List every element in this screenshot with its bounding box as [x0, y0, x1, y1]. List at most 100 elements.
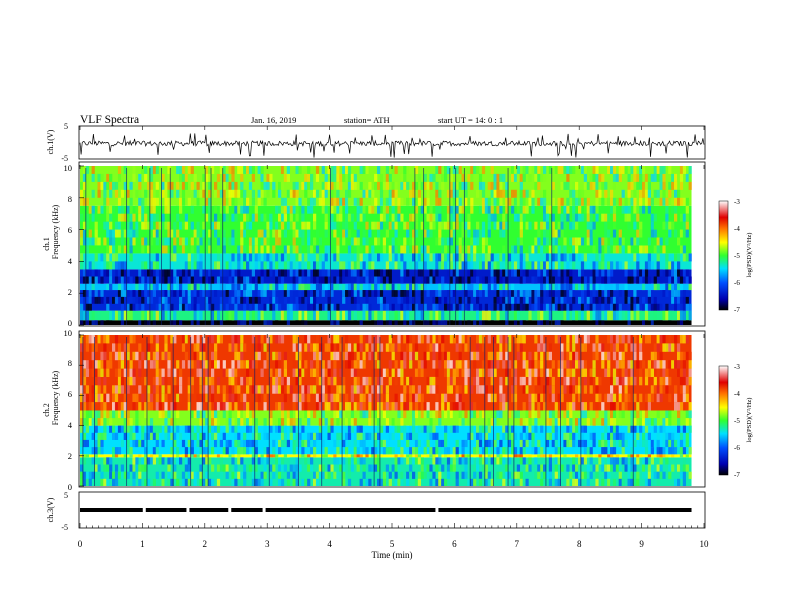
ch1-psd-cell [429, 229, 433, 238]
ch2-psd-cell [85, 368, 90, 377]
ch1-psd-cell [578, 253, 582, 262]
ch1-psd-cell [260, 261, 264, 270]
ch1-psd-cell [502, 189, 506, 198]
ch1-psd-cell [202, 173, 206, 182]
ch2-psd-cell [397, 439, 401, 448]
ch2-psd-cell [318, 402, 323, 411]
ch1-psd-cell [350, 283, 355, 291]
ch2-psd-cell [181, 439, 186, 448]
ch2-psd-cell [179, 447, 183, 455]
ch1-psd-cell [528, 261, 532, 270]
ch1-psd-cell [106, 221, 110, 230]
ch1-psd-cell [449, 166, 454, 174]
ch2-psd-cell [377, 425, 381, 433]
ch2-psd-cell [633, 457, 637, 465]
ch1-psd-cell [528, 166, 532, 174]
ch1-psd-cell [624, 213, 628, 222]
ch2-psd-cell [120, 454, 125, 458]
ch1-psd-cell [179, 276, 183, 284]
ch1-psd-cell [91, 320, 95, 325]
ch1-psd-cell [216, 237, 221, 246]
ch2-psd-cell [374, 410, 378, 419]
ch1-psd-cell [184, 310, 189, 321]
ch1-psd-cell [243, 213, 247, 222]
ch2-psd-cell [644, 393, 649, 403]
ch2-psd-cell [679, 368, 684, 377]
ch1-psd-cell [490, 205, 494, 214]
ch2-psd-cell [313, 439, 317, 448]
ch1-psd-cell [647, 205, 652, 214]
ch2-psd-cell [429, 471, 433, 479]
ch1-psd-cell [80, 310, 84, 321]
ch1-psd-cell [610, 197, 614, 206]
ch1-psd-cell [112, 229, 116, 238]
ch2-psd-cell [298, 393, 302, 403]
ch1-psd-cell [476, 290, 480, 297]
ch2-psd-cell [560, 368, 564, 377]
ch1-psd-cell [461, 181, 465, 190]
ch1-psd-cell [88, 261, 92, 270]
ch2-psd-cell [464, 454, 468, 458]
ch2-psd-cell [315, 402, 320, 411]
ch2-psd-cell [359, 478, 363, 486]
ch1-psd-cell [595, 310, 599, 321]
ch1-psd-cell [345, 229, 349, 238]
ch1-psd-cell [353, 221, 357, 230]
ch2-psd-cell [534, 425, 538, 433]
ch1-psd-cell [525, 290, 529, 297]
ch1-psd-cell [248, 205, 253, 214]
ch1-psd-cell [193, 310, 197, 321]
ch2-psd-cell [583, 335, 588, 344]
ch1-psd-cell [126, 189, 130, 198]
ch1-psd-cell [406, 181, 410, 190]
ch2-psd-cell [234, 478, 238, 486]
ch1-psd-cell [618, 290, 622, 297]
ch1-psd-cell [243, 303, 247, 311]
ch2-psd-cell [237, 351, 241, 361]
ch2-psd-cell [417, 464, 422, 472]
ch1-psd-cell [400, 197, 404, 206]
ch2-psd-cell [525, 478, 529, 486]
ch2-psd-cell [345, 335, 349, 344]
ch2-psd-cell [578, 457, 582, 465]
ch1-psd-cell [149, 253, 154, 262]
ch2-psd-cell [484, 478, 489, 486]
ch2-psd-cell [167, 478, 171, 486]
ch1-psd-cell [167, 237, 171, 246]
ch1-psd-cell [409, 320, 413, 325]
ch1-psd-cell [219, 189, 224, 198]
ch1-psd-cell [627, 213, 631, 222]
ch2-psd-cell [301, 447, 305, 455]
ch2-psd-cell [164, 432, 168, 440]
ch1-psd-cell [315, 245, 320, 254]
ch1-psd-cell [409, 296, 413, 304]
ch2-psd-cell [612, 464, 617, 472]
ch2-psd-cell [391, 418, 395, 426]
ch1-psd-cell [205, 229, 209, 238]
ch2-psd-cell [557, 393, 561, 403]
ch2-psd-cell [519, 447, 523, 455]
ch1-psd-cell [347, 213, 352, 222]
ch2-psd-cell [353, 439, 357, 448]
ch1-psd-cell [610, 310, 614, 321]
ch2-psd-cell [531, 368, 535, 377]
ch1-psd-cell [420, 269, 424, 277]
ch1-psd-cell [551, 197, 555, 206]
ch2-psd-cell [470, 376, 474, 386]
ch2-psd-cell [254, 343, 258, 352]
ch1-psd-cell [336, 310, 340, 321]
ch1-psd-cell [534, 276, 538, 284]
ch1-psd-cell [388, 221, 392, 230]
ch2-psd-cell [167, 425, 171, 433]
ch1-psd-cell [665, 213, 669, 222]
ch1-psd-cell [278, 213, 282, 222]
ch2-psd-cell [476, 376, 480, 386]
ch2-psd-cell [327, 360, 331, 369]
ch2-psd-cell [409, 457, 413, 465]
ch2-psd-cell [531, 393, 535, 403]
ch1-psd-cell [120, 213, 125, 222]
ch1-psd-cell [295, 276, 299, 284]
ch2-psd-cell [653, 439, 657, 448]
ch1-psd-cell [135, 189, 139, 198]
ch2-psd-cell [199, 402, 203, 411]
